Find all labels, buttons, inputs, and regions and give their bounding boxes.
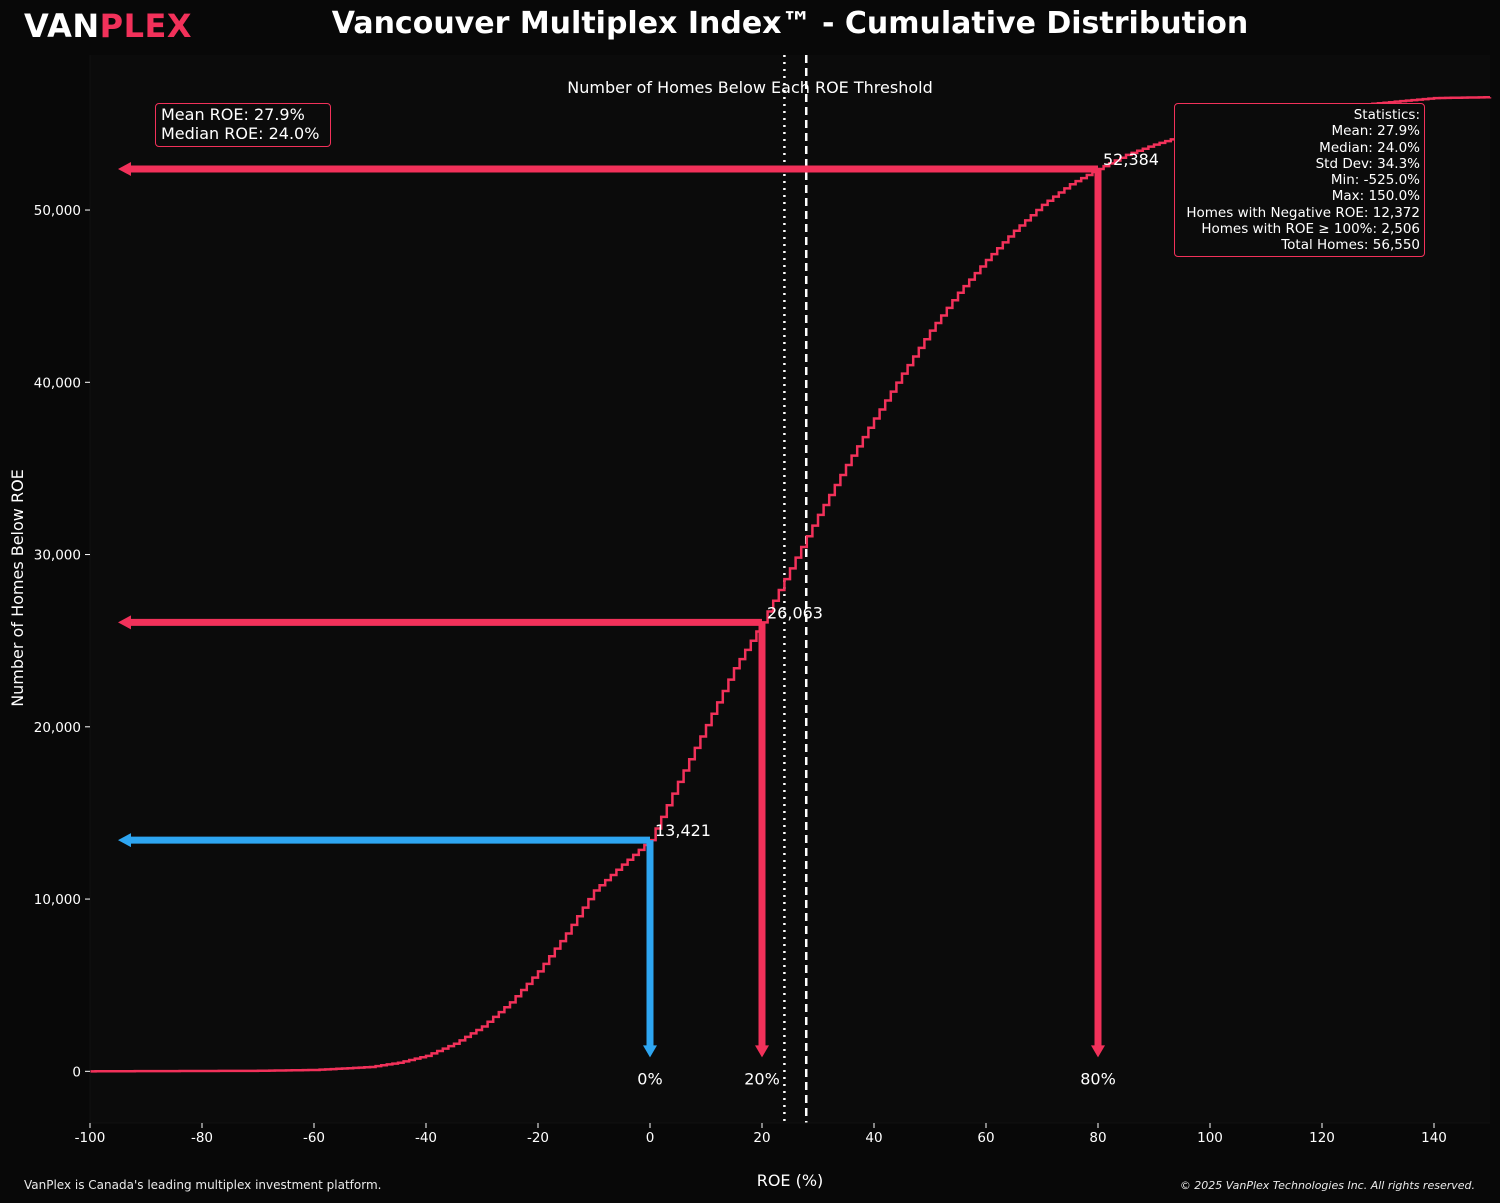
x-tick-label: 80 xyxy=(1089,1130,1106,1146)
stats-line: Total Homes: 56,550 xyxy=(1281,237,1420,254)
threshold-percent-label: 20% xyxy=(744,1069,780,1088)
y-tick-label: 10,000 xyxy=(34,892,81,908)
threshold-count-label: 52,384 xyxy=(1103,150,1159,169)
y-tick-label: 20,000 xyxy=(34,720,81,736)
x-tick-label: -100 xyxy=(75,1130,106,1146)
x-tick-label: -20 xyxy=(527,1130,549,1146)
brand-logo: VANPLEX xyxy=(24,6,192,46)
x-axis-label: ROE (%) xyxy=(757,1171,824,1190)
threshold-percent-label: 80% xyxy=(1080,1069,1116,1088)
arrow-head-left-icon xyxy=(118,833,131,848)
y-axis-label: Number of Homes Below ROE xyxy=(8,469,27,707)
y-tick-label: 0 xyxy=(72,1064,81,1080)
statistics-box: Statistics: Mean: 27.9% Median: 24.0% St… xyxy=(1174,103,1425,257)
y-tick-label: 50,000 xyxy=(34,203,81,219)
mean-roe-text: Mean ROE: 27.9% xyxy=(161,105,305,124)
x-tick-label: -40 xyxy=(415,1130,437,1146)
x-tick-label: 20 xyxy=(753,1130,770,1146)
threshold-markers: 13,421 0% 26,063 20% 52,384 80% xyxy=(118,150,1159,1088)
axes: -100 -80 -60 -40 -20 0 20 40 60 80 100 120 140 0 10,00… xyxy=(34,55,1490,1146)
page-title: Vancouver Multiplex Index™ - Cumulative … xyxy=(331,6,1249,41)
mean-median-box: Mean ROE: 27.9% Median ROE: 24.0% xyxy=(155,103,331,147)
arrow-head-down-icon xyxy=(755,1045,769,1058)
x-tick-label: 60 xyxy=(977,1130,994,1146)
stats-line: Median: 24.0% xyxy=(1319,139,1420,156)
stats-line: Max: 150.0% xyxy=(1331,188,1420,205)
stats-line: Min: -525.0% xyxy=(1330,172,1420,189)
x-tick-label: 120 xyxy=(1309,1130,1335,1146)
threshold-count-label: 26,063 xyxy=(767,603,823,622)
arrow-head-down-icon xyxy=(643,1045,657,1058)
arrow-head-left-icon xyxy=(118,615,131,630)
threshold-percent-label: 0% xyxy=(637,1069,662,1088)
brand-logo-part1: VAN xyxy=(24,7,100,45)
stats-line: Mean: 27.9% xyxy=(1331,123,1420,140)
y-tick-label: 40,000 xyxy=(34,375,81,391)
x-tick-label: -80 xyxy=(191,1130,213,1146)
x-tick-label: 40 xyxy=(865,1130,882,1146)
stats-line: Homes with Negative ROE: 12,372 xyxy=(1186,204,1420,221)
x-tick-label: 100 xyxy=(1197,1130,1223,1146)
y-tick-label: 30,000 xyxy=(34,548,81,564)
brand-logo-part2: PLEX xyxy=(99,7,193,45)
arrow-head-left-icon xyxy=(118,161,131,176)
stats-line: Std Dev: 34.3% xyxy=(1315,155,1420,172)
x-tick-label: -60 xyxy=(303,1130,325,1146)
median-roe-text: Median ROE: 24.0% xyxy=(161,124,320,143)
stats-line: Statistics: xyxy=(1353,107,1420,123)
x-tick-label: 0 xyxy=(646,1130,655,1146)
threshold-count-label: 13,421 xyxy=(655,821,711,840)
stats-line: Homes with ROE ≥ 100%: 2,506 xyxy=(1201,221,1420,238)
footer-copyright: © 2025 VanPlex Technologies Inc. All rig… xyxy=(1179,1179,1475,1192)
x-tick-label: 140 xyxy=(1421,1130,1447,1146)
footer-tagline: VanPlex is Canada's leading multiplex in… xyxy=(24,1178,382,1192)
chart-subtitle: Number of Homes Below Each ROE Threshold xyxy=(567,78,932,97)
arrow-head-down-icon xyxy=(1091,1045,1105,1058)
